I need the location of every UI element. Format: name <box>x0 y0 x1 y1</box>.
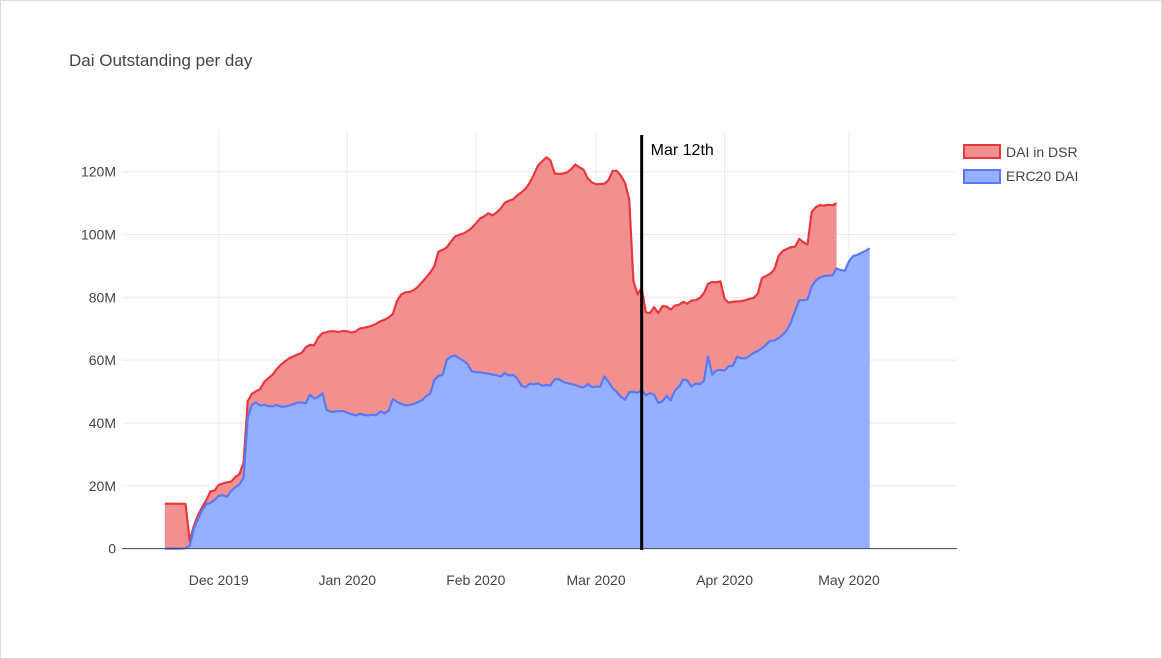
line-erc20-dai <box>164 247 871 550</box>
x-tick-label: Apr 2020 <box>696 572 753 588</box>
legend-item-dai-in-dsr[interactable]: DAI in DSR <box>963 144 1078 160</box>
y-axis-ticks: 0 20M 40M 60M 80M 100M 120M <box>81 164 116 557</box>
y-tick-label: 80M <box>89 289 116 305</box>
y-tick-label: 20M <box>89 478 116 494</box>
y-tick-label: 40M <box>89 415 116 431</box>
x-axis-ticks: Dec 2019 Jan 2020 Feb 2020 Mar 2020 Apr 2020… <box>189 572 880 588</box>
legend-item-erc20-dai[interactable]: ERC20 DAI <box>963 168 1078 184</box>
x-tick-label: May 2020 <box>818 572 880 588</box>
mar-12-annotation-label: Mar 12th <box>651 142 714 159</box>
y-tick-label: 0 <box>108 541 116 557</box>
legend-swatch-erc20-dai <box>963 169 1001 184</box>
x-tick-label: Mar 2020 <box>566 572 625 588</box>
x-tick-label: Feb 2020 <box>446 572 505 588</box>
area-erc20-dai <box>164 248 870 549</box>
legend-swatch-dai-in-dsr <box>963 144 1001 159</box>
series-lines <box>164 156 871 550</box>
legend-label-dai-in-dsr: DAI in DSR <box>1006 144 1078 160</box>
x-tick-label: Dec 2019 <box>189 572 249 588</box>
legend-label-erc20-dai: ERC20 DAI <box>1006 168 1078 184</box>
series-areas <box>164 157 870 549</box>
annotation-group: Mar 12th <box>640 135 714 550</box>
chart-title: Dai Outstanding per day <box>69 51 253 70</box>
y-tick-label: 120M <box>81 164 116 180</box>
x-tick-label: Jan 2020 <box>318 572 376 588</box>
y-tick-label: 100M <box>81 227 116 243</box>
y-tick-label: 60M <box>89 352 116 368</box>
line-dai-in-dsr <box>164 156 838 542</box>
legend[interactable]: DAI in DSR ERC20 DAI <box>963 144 1078 184</box>
